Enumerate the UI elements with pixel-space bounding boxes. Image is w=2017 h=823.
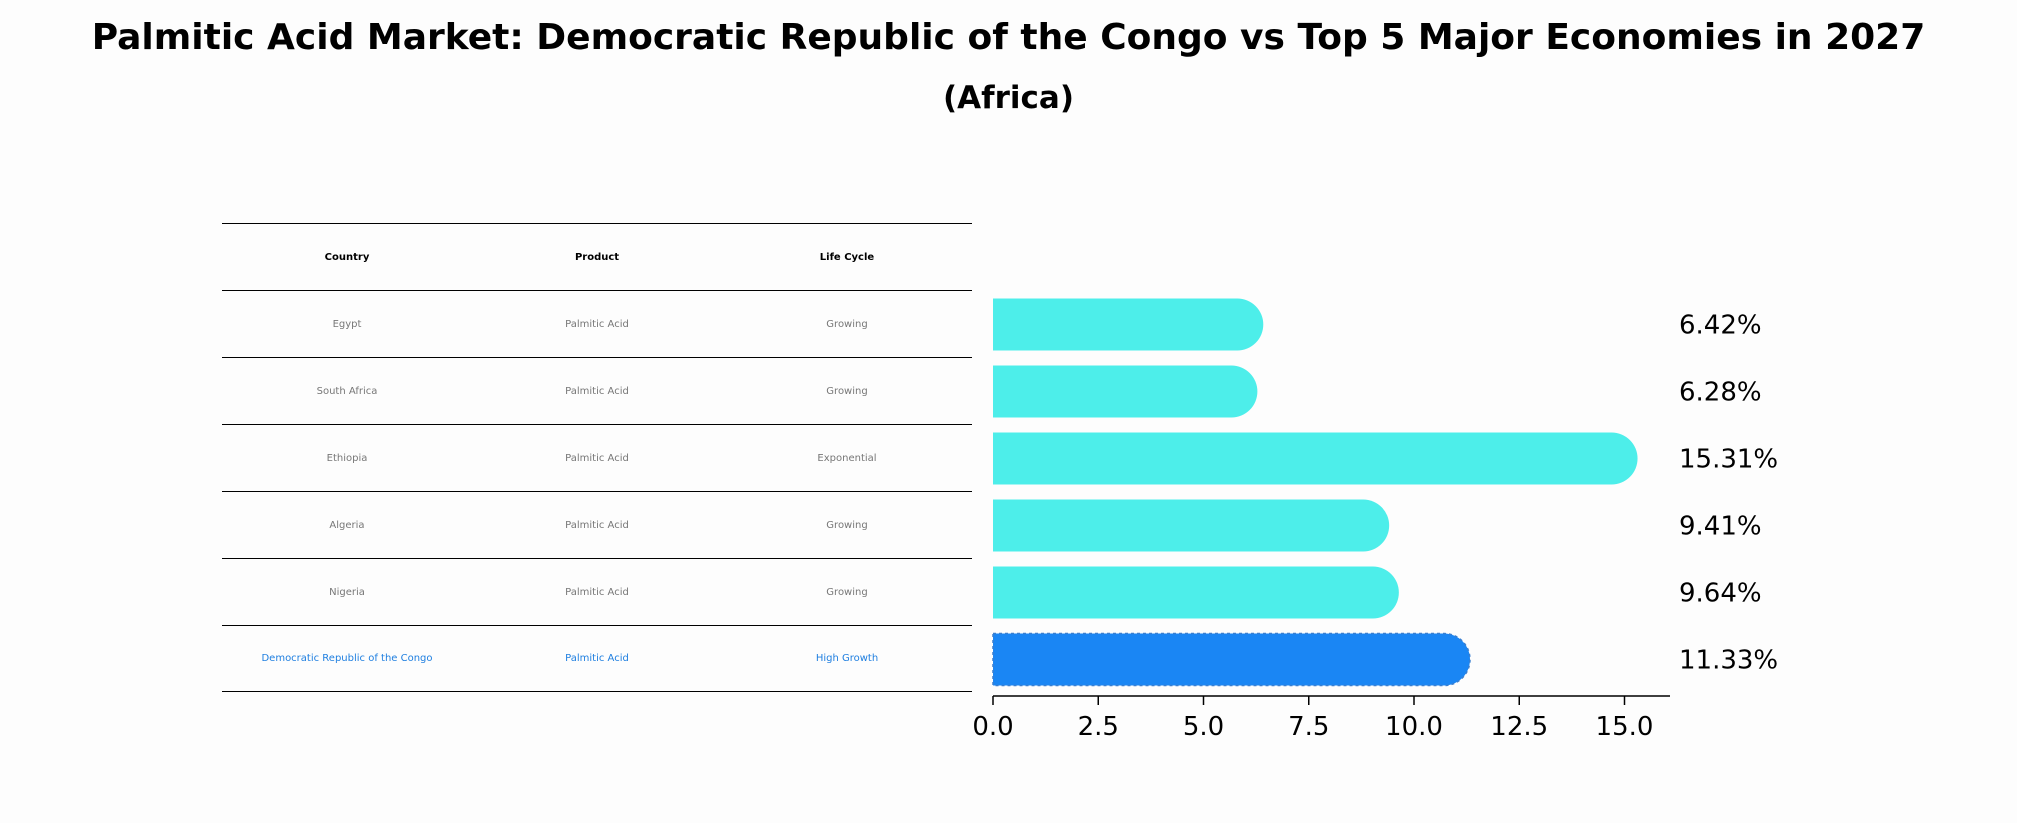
header-country: Country — [324, 251, 370, 263]
x-tick-label: 5.0 — [1183, 712, 1224, 742]
x-tick-label: 7.5 — [1288, 712, 1329, 742]
cell-life-cycle: Growing — [826, 385, 868, 397]
value-label: 9.41% — [1679, 512, 1762, 542]
cell-country: Algeria — [329, 519, 365, 531]
value-label: 11.33% — [1679, 646, 1778, 676]
cell-life-cycle: Exponential — [817, 452, 877, 464]
table-row-highlight: Democratic Republic of the Congo Palmiti… — [222, 625, 972, 692]
table-row: South Africa Palmitic Acid Growing — [222, 357, 972, 424]
cell-life-cycle: Growing — [826, 519, 868, 531]
bar — [993, 365, 1258, 418]
cell-country: Democratic Republic of the Congo — [261, 653, 433, 664]
cell-life-cycle: Growing — [826, 586, 868, 598]
table-row: Egypt Palmitic Acid Growing — [222, 290, 972, 357]
x-tick-label: 2.5 — [1078, 712, 1119, 742]
cell-country: Egypt — [332, 318, 362, 330]
chart-title: Palmitic Acid Market: Democratic Republi… — [91, 17, 1926, 58]
cell-country: South Africa — [316, 385, 378, 397]
value-label: 6.42% — [1679, 311, 1762, 341]
bar — [993, 499, 1390, 552]
cell-country: Nigeria — [329, 586, 365, 598]
x-tick-label: 15.0 — [1596, 712, 1654, 742]
table-row: Algeria Palmitic Acid Growing — [222, 491, 972, 558]
value-label: 9.64% — [1679, 579, 1762, 609]
cell-product: Palmitic Acid — [565, 452, 629, 464]
bar — [993, 298, 1264, 351]
x-tick-label: 10.0 — [1385, 712, 1443, 742]
cell-product: Palmitic Acid — [565, 318, 629, 330]
header-life-cycle: Life Cycle — [819, 251, 875, 263]
x-tick-label: 0.0 — [972, 712, 1013, 742]
table-row: Nigeria Palmitic Acid Growing — [222, 558, 972, 625]
header-product: Product — [574, 251, 620, 263]
cell-life-cycle: Growing — [826, 318, 868, 330]
cell-product: Palmitic Acid — [565, 385, 629, 397]
cell-life-cycle: High Growth — [815, 653, 879, 664]
data-table: Country Product Life Cycle Egypt Palmiti… — [222, 223, 972, 692]
cell-product: Palmitic Acid — [565, 653, 629, 664]
cell-product: Palmitic Acid — [565, 586, 629, 598]
cell-product: Palmitic Acid — [565, 519, 629, 531]
bar-highlight — [992, 632, 1471, 687]
table-header-row: Country Product Life Cycle — [222, 223, 972, 290]
bar — [993, 566, 1399, 619]
value-label: 15.31% — [1679, 445, 1778, 475]
cell-country: Ethiopia — [326, 452, 368, 464]
chart-subtitle: (Africa) — [942, 80, 1075, 116]
x-tick-label: 12.5 — [1490, 712, 1548, 742]
table-row: Ethiopia Palmitic Acid Exponential — [222, 424, 972, 491]
value-label: 6.28% — [1679, 378, 1762, 408]
bar — [993, 432, 1638, 485]
